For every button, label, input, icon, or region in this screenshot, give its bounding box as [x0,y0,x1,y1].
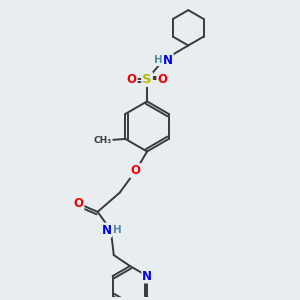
Text: S: S [142,73,152,86]
Text: CH₃: CH₃ [94,136,112,145]
Text: N: N [142,269,152,283]
Text: O: O [74,197,83,210]
Text: N: N [163,54,173,67]
Text: O: O [131,164,141,177]
Text: H: H [154,55,162,65]
Text: H: H [113,225,122,235]
Text: N: N [101,224,111,237]
Text: O: O [158,73,167,86]
Text: O: O [127,73,137,86]
